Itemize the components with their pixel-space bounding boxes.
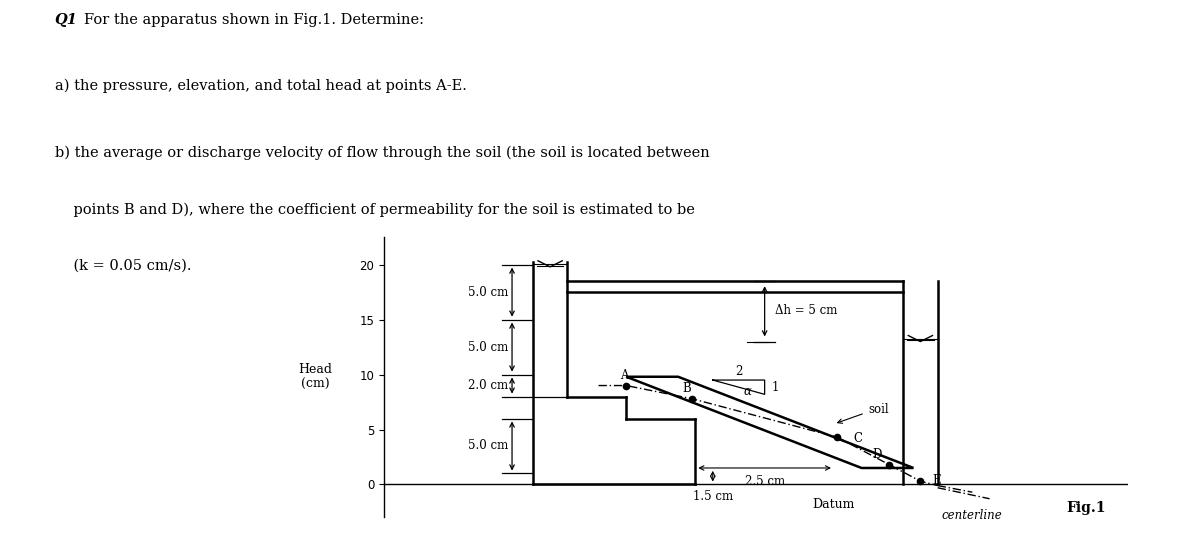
Text: B: B xyxy=(683,383,691,396)
Text: 1: 1 xyxy=(772,381,779,393)
Text: 5.0 cm: 5.0 cm xyxy=(468,439,509,453)
Text: For the apparatus shown in Fig.1. Determine:: For the apparatus shown in Fig.1. Determ… xyxy=(84,13,425,27)
Text: 5.0 cm: 5.0 cm xyxy=(468,341,509,354)
Text: points B and D), where the coefficient of permeability for the soil is estimated: points B and D), where the coefficient o… xyxy=(55,202,695,217)
Text: (k = 0.05 cm/s).: (k = 0.05 cm/s). xyxy=(55,259,191,273)
Text: α: α xyxy=(744,384,751,398)
Text: E: E xyxy=(932,474,941,487)
Y-axis label: Head
(cm): Head (cm) xyxy=(298,363,332,391)
Text: 2: 2 xyxy=(736,365,743,378)
Text: soil: soil xyxy=(869,403,889,416)
Text: Fig.1: Fig.1 xyxy=(1067,501,1106,515)
Text: b) the average or discharge velocity of flow through the soil (the soil is locat: b) the average or discharge velocity of … xyxy=(55,146,709,160)
Text: a) the pressure, elevation, and total head at points A-E.: a) the pressure, elevation, and total he… xyxy=(55,78,467,93)
Text: 5.0 cm: 5.0 cm xyxy=(468,286,509,299)
Text: Δh = 5 cm: Δh = 5 cm xyxy=(775,305,838,317)
Text: C: C xyxy=(853,432,862,445)
Text: A: A xyxy=(620,369,629,382)
Text: Datum: Datum xyxy=(812,497,856,510)
Text: 2.5 cm: 2.5 cm xyxy=(744,474,785,488)
Text: centerline: centerline xyxy=(942,509,1003,522)
Text: 2.0 cm: 2.0 cm xyxy=(468,379,509,392)
Text: Q1: Q1 xyxy=(55,13,78,27)
Text: D: D xyxy=(872,448,882,461)
Text: 1.5 cm: 1.5 cm xyxy=(692,490,733,503)
